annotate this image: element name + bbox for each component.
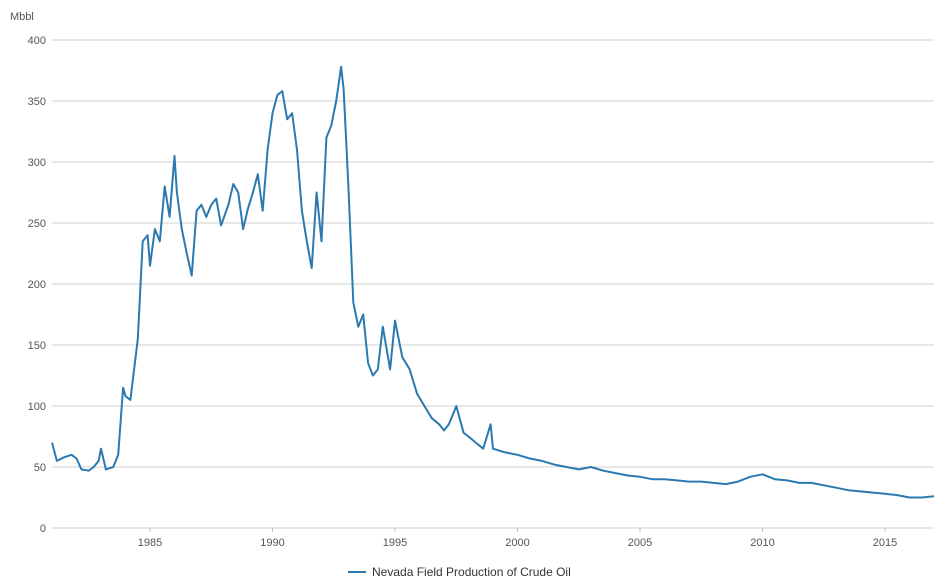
y-tick-label: 250: [28, 218, 46, 230]
x-tick-label: 2005: [628, 537, 652, 549]
x-axis-ticks: 1985 1990 1995 2000 2005 2010 2015: [138, 528, 897, 549]
y-tick-label: 50: [34, 462, 46, 474]
series-layer: [51, 65, 934, 499]
legend[interactable]: Nevada Field Production of Crude Oil: [348, 565, 571, 579]
y-tick-label: 100: [28, 401, 46, 413]
y-tick-label: 400: [28, 35, 46, 47]
y-tick-label: 350: [28, 96, 46, 108]
y-axis-unit-label: Mbbl: [10, 11, 34, 23]
series-line-0[interactable]: [51, 65, 934, 499]
x-tick-label: 2000: [505, 537, 529, 549]
x-tick-label: 1985: [138, 537, 162, 549]
y-tick-label: 200: [28, 279, 46, 291]
x-tick-label: 1995: [383, 537, 407, 549]
x-tick-label: 2010: [750, 537, 774, 549]
x-tick-label: 1990: [260, 537, 284, 549]
y-tick-label: 0: [40, 523, 46, 535]
legend-label: Nevada Field Production of Crude Oil: [372, 565, 571, 579]
y-tick-label: 300: [28, 157, 46, 169]
y-tick-label: 150: [28, 340, 46, 352]
x-tick-label: 2015: [873, 537, 897, 549]
gridlines: [52, 39, 934, 529]
y-axis-ticks: 0 50 100 150 200 250 300 350 400: [28, 35, 46, 535]
